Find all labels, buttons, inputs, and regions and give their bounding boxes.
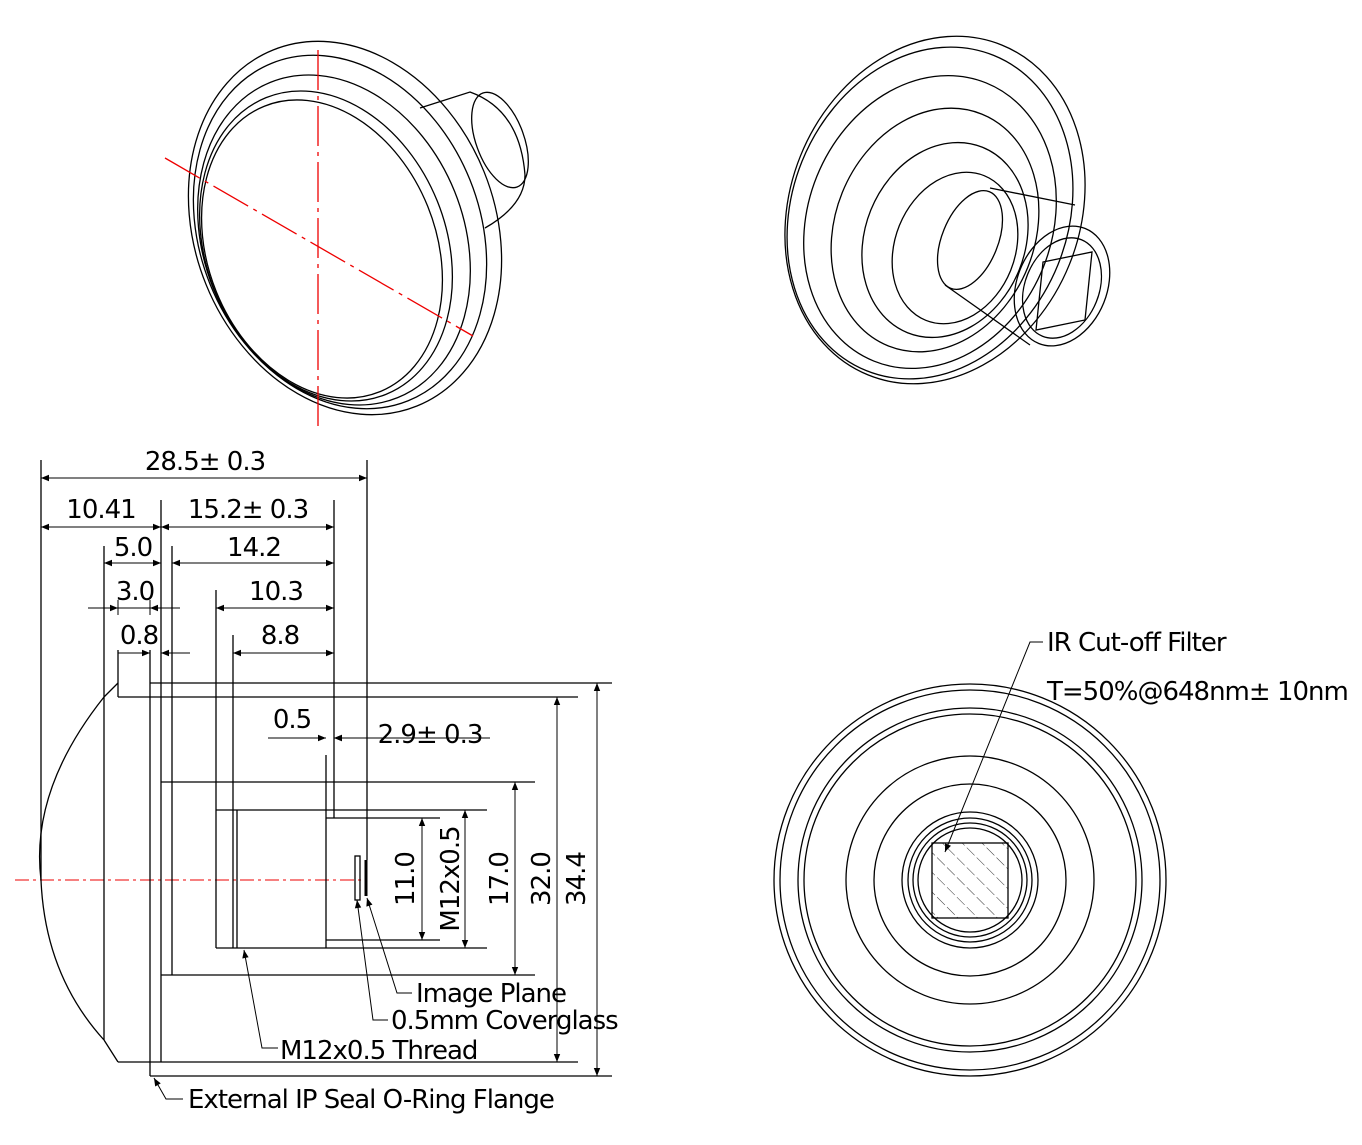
callout-coverglass: 0.5mm Coverglass [391,1006,618,1036]
callout-oring: External IP Seal O-Ring Flange [188,1085,554,1115]
dim-17-0: 17.0 [485,852,515,906]
dim-14-2: 14.2 [227,533,281,563]
callout-image-plane: Image Plane [416,979,566,1009]
callout-ir-spec: T=50%@648nm± 10nm [1046,677,1348,707]
dim-10-3: 10.3 [249,577,303,607]
dim-15-2: 15.2± 0.3 [188,495,308,525]
dim-34-4: 34.4 [562,852,592,906]
side-view: 28.5± 0.3 10.41 15.2± 0.3 5.0 14.2 3.0 1… [15,447,619,1115]
dim-5-0: 5.0 [114,533,152,563]
callout-ir-filter: IR Cut-off Filter [1047,628,1227,658]
dim-2-9: 2.9± 0.3 [378,720,483,750]
dim-11-0: 11.0 [391,852,421,906]
dim-8-8: 8.8 [261,621,299,651]
callout-thread: M12x0.5 Thread [280,1036,477,1066]
dim-10-41: 10.41 [66,495,135,525]
dim-3-0: 3.0 [116,577,154,607]
dim-0-5: 0.5 [273,705,311,735]
dim-32-0: 32.0 [527,852,557,906]
rear-view: IR Cut-off Filter T=50%@648nm± 10nm [773,628,1349,1077]
dim-overall-length: 28.5± 0.3 [145,447,265,477]
dim-0-8: 0.8 [120,621,158,651]
iso-rear-view [784,35,1111,385]
dim-thread-dia: M12x0.5 [436,826,466,931]
ir-filter-square [931,842,1009,919]
iso-front-view [164,40,529,426]
